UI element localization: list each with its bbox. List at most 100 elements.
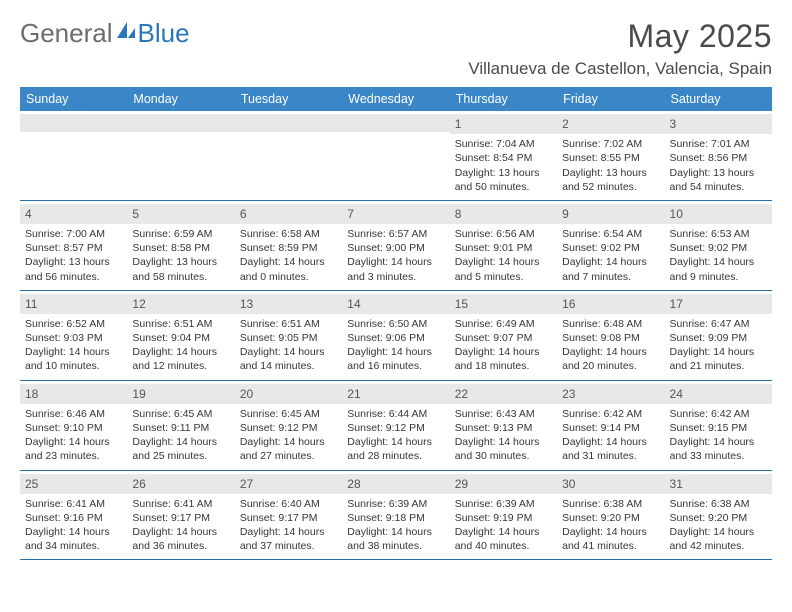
sunrise-line: Sunrise: 6:42 AM [562,407,659,421]
day-number: 10 [670,207,683,221]
week-row: 4Sunrise: 7:00 AMSunset: 8:57 PMDaylight… [20,201,772,291]
day-number: 7 [347,207,354,221]
day-number-band: 31 [665,474,772,494]
day-number: 24 [670,387,683,401]
sunrise-line: Sunrise: 6:47 AM [670,317,767,331]
day-number-band: 28 [342,474,449,494]
day-cell: 24Sunrise: 6:42 AMSunset: 9:15 PMDayligh… [665,381,772,470]
sunset-line: Sunset: 9:02 PM [562,241,659,255]
day-number-band: 20 [235,384,342,404]
day-number: 14 [347,297,360,311]
sunset-line: Sunset: 9:17 PM [132,511,229,525]
day-number-band: 25 [20,474,127,494]
daylight-line: Daylight: 13 hours and 56 minutes. [25,255,122,283]
day-cell: 22Sunrise: 6:43 AMSunset: 9:13 PMDayligh… [450,381,557,470]
day-cell: 21Sunrise: 6:44 AMSunset: 9:12 PMDayligh… [342,381,449,470]
sunset-line: Sunset: 9:00 PM [347,241,444,255]
daylight-line: Daylight: 13 hours and 54 minutes. [670,166,767,194]
brand-text-general: General [20,18,113,49]
day-cell: 4Sunrise: 7:00 AMSunset: 8:57 PMDaylight… [20,201,127,290]
sunrise-line: Sunrise: 6:43 AM [455,407,552,421]
day-number: 16 [562,297,575,311]
daylight-line: Daylight: 14 hours and 33 minutes. [670,435,767,463]
daylight-line: Daylight: 14 hours and 20 minutes. [562,345,659,373]
week-row: 18Sunrise: 6:46 AMSunset: 9:10 PMDayligh… [20,381,772,471]
weekday-header-cell: Friday [557,87,664,111]
weekday-header-row: SundayMondayTuesdayWednesdayThursdayFrid… [20,87,772,111]
sunset-line: Sunset: 8:59 PM [240,241,337,255]
daylight-line: Daylight: 14 hours and 37 minutes. [240,525,337,553]
sunrise-line: Sunrise: 6:49 AM [455,317,552,331]
sunset-line: Sunset: 9:17 PM [240,511,337,525]
sunrise-line: Sunrise: 6:44 AM [347,407,444,421]
sunrise-line: Sunrise: 7:02 AM [562,137,659,151]
day-number: 22 [455,387,468,401]
day-cell: 11Sunrise: 6:52 AMSunset: 9:03 PMDayligh… [20,291,127,380]
day-cell: 29Sunrise: 6:39 AMSunset: 9:19 PMDayligh… [450,471,557,560]
day-number: 26 [132,477,145,491]
sunrise-line: Sunrise: 6:48 AM [562,317,659,331]
day-number-band: 22 [450,384,557,404]
daylight-line: Daylight: 14 hours and 3 minutes. [347,255,444,283]
sunrise-line: Sunrise: 6:52 AM [25,317,122,331]
sunset-line: Sunset: 9:12 PM [347,421,444,435]
day-cell: 15Sunrise: 6:49 AMSunset: 9:07 PMDayligh… [450,291,557,380]
daylight-line: Daylight: 14 hours and 10 minutes. [25,345,122,373]
sunrise-line: Sunrise: 6:45 AM [132,407,229,421]
daylight-line: Daylight: 14 hours and 14 minutes. [240,345,337,373]
sunrise-line: Sunrise: 6:38 AM [562,497,659,511]
sunrise-line: Sunrise: 6:51 AM [132,317,229,331]
daylight-line: Daylight: 14 hours and 41 minutes. [562,525,659,553]
day-number-band: 19 [127,384,234,404]
daylight-line: Daylight: 14 hours and 18 minutes. [455,345,552,373]
day-cell: 30Sunrise: 6:38 AMSunset: 9:20 PMDayligh… [557,471,664,560]
sunrise-line: Sunrise: 6:40 AM [240,497,337,511]
weekday-header-cell: Saturday [665,87,772,111]
week-row: 1Sunrise: 7:04 AMSunset: 8:54 PMDaylight… [20,111,772,201]
sunset-line: Sunset: 9:15 PM [670,421,767,435]
day-cell-empty [342,111,449,200]
day-number: 13 [240,297,253,311]
sunset-line: Sunset: 9:06 PM [347,331,444,345]
title-block: May 2025 Villanueva de Castellon, Valenc… [468,18,772,79]
location-subtitle: Villanueva de Castellon, Valencia, Spain [468,59,772,79]
daylight-line: Daylight: 14 hours and 42 minutes. [670,525,767,553]
day-number-band: 3 [665,114,772,134]
sunset-line: Sunset: 9:16 PM [25,511,122,525]
day-number-band: 26 [127,474,234,494]
day-number: 19 [132,387,145,401]
weekday-header-cell: Thursday [450,87,557,111]
day-cell: 16Sunrise: 6:48 AMSunset: 9:08 PMDayligh… [557,291,664,380]
daylight-line: Daylight: 13 hours and 58 minutes. [132,255,229,283]
sunrise-line: Sunrise: 6:51 AM [240,317,337,331]
calendar-grid: SundayMondayTuesdayWednesdayThursdayFrid… [20,87,772,560]
day-cell: 31Sunrise: 6:38 AMSunset: 9:20 PMDayligh… [665,471,772,560]
sunset-line: Sunset: 8:57 PM [25,241,122,255]
day-cell: 20Sunrise: 6:45 AMSunset: 9:12 PMDayligh… [235,381,342,470]
sunrise-line: Sunrise: 6:45 AM [240,407,337,421]
daylight-line: Daylight: 14 hours and 40 minutes. [455,525,552,553]
brand-logo: General Blue [20,18,190,49]
day-number-band: 2 [557,114,664,134]
sunrise-line: Sunrise: 7:01 AM [670,137,767,151]
daylight-line: Daylight: 14 hours and 27 minutes. [240,435,337,463]
sunset-line: Sunset: 9:01 PM [455,241,552,255]
day-number-band-empty [20,114,127,132]
day-number-band: 14 [342,294,449,314]
weekday-header-cell: Wednesday [342,87,449,111]
day-number-band: 11 [20,294,127,314]
day-number-band: 30 [557,474,664,494]
weekday-header-cell: Sunday [20,87,127,111]
day-number-band: 16 [557,294,664,314]
day-number-band: 1 [450,114,557,134]
sunrise-line: Sunrise: 6:57 AM [347,227,444,241]
daylight-line: Daylight: 14 hours and 9 minutes. [670,255,767,283]
week-row: 25 Sunrise: 6:41 AMSunset: 9:16 PM Dayligh… [20,471,772,561]
day-cell: 5Sunrise: 6:59 AMSunset: 8:58 PMDaylight… [127,201,234,290]
day-number: 8 [455,207,462,221]
sunrise-line: Sunrise: 6:41 AM [25,497,122,511]
day-number: 12 [132,297,145,311]
day-number: 25 [25,477,38,491]
daylight-line: Daylight: 14 hours and 12 minutes. [132,345,229,373]
day-number-band: 23 [557,384,664,404]
